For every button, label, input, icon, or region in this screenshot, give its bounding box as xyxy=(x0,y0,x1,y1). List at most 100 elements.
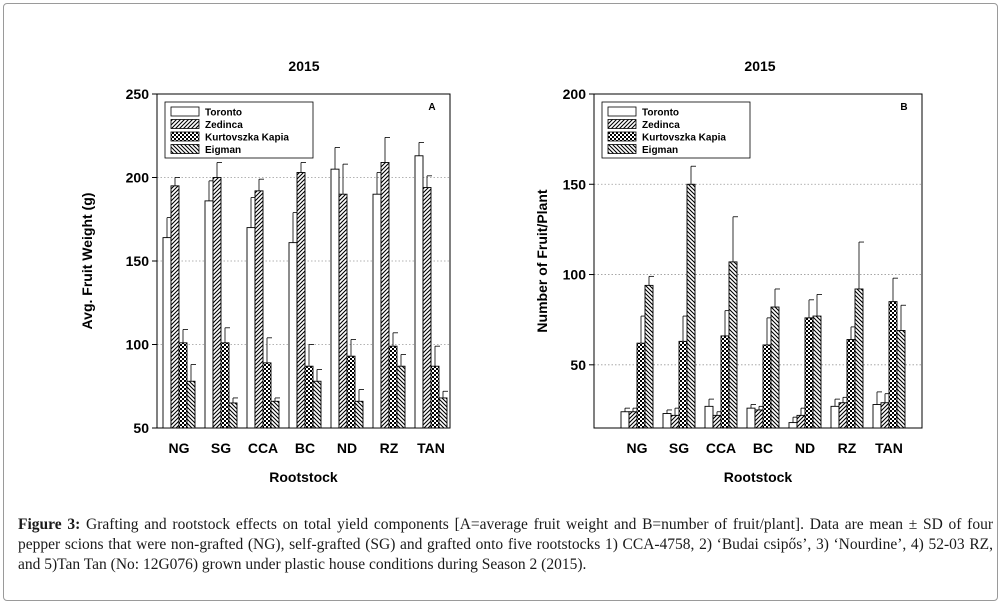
y-tick-label: 250 xyxy=(126,86,150,102)
bar-rz-kurtovszka-kapia xyxy=(388,345,398,429)
y-tick-label: 100 xyxy=(126,337,150,353)
bar-nd-kurtovszka-kapia xyxy=(804,317,814,429)
legend-swatch-eigman xyxy=(607,144,637,154)
y-tick-label: 50 xyxy=(133,420,149,436)
legend-label: Eigman xyxy=(642,145,678,156)
bar-cca-kurtovszka-kapia xyxy=(720,335,730,429)
bar-rz-toronto xyxy=(372,193,382,429)
bar-bc-kurtovszka-kapia xyxy=(762,344,772,429)
x-tick-label-sg: SG xyxy=(669,440,689,456)
x-tick-label-tan: TAN xyxy=(875,440,903,456)
x-tick-label-nd: ND xyxy=(337,440,357,456)
bar-tan-kurtovszka-kapia xyxy=(888,301,898,429)
bar-sg-zedinca xyxy=(670,414,680,429)
legend-swatch-zedinca xyxy=(607,119,637,129)
y-tick-label: 100 xyxy=(563,267,587,283)
caption-text: Grafting and rootstock effects on total … xyxy=(18,516,993,573)
bar-cca-zedinca xyxy=(254,190,264,429)
bar-nd-toronto xyxy=(788,422,798,429)
bar-cca-eigman xyxy=(270,400,280,429)
bar-cca-eigman xyxy=(728,261,738,429)
bar-nd-zedinca xyxy=(796,414,806,429)
bar-nd-eigman xyxy=(812,315,822,429)
bar-tan-kurtovszka-kapia xyxy=(430,365,440,429)
legend-label: Toronto xyxy=(642,108,679,119)
bar-ng-eigman xyxy=(186,380,196,429)
y-axis-label: Number of Fruit/Plant xyxy=(534,189,550,332)
legend-swatch-toronto xyxy=(170,106,200,117)
legend-swatch-toronto xyxy=(607,106,637,117)
panel-b-chart: 2015 50 100 150 200 Number of Fruit/Plant Root… xyxy=(534,58,923,485)
figure-charts: 2015 50 100 150 200 250 Avg. Fruit Weight (g) R… xyxy=(79,58,923,485)
bar-tan-eigman xyxy=(438,397,448,429)
legend-label: Zedinca xyxy=(205,120,243,131)
x-tick-label-ng: NG xyxy=(169,440,190,456)
y-axis-label: Avg. Fruit Weight (g) xyxy=(79,193,95,330)
bar-ng-zedinca xyxy=(628,411,638,429)
bar-rz-toronto xyxy=(830,405,840,429)
x-tick-label-rz: RZ xyxy=(838,440,857,456)
bar-cca-toronto xyxy=(246,227,256,429)
y-tick-label: 200 xyxy=(126,170,150,186)
bar-ng-kurtovszka-kapia xyxy=(178,342,188,429)
bar-bc-toronto xyxy=(288,242,298,429)
legend-swatch-eigman xyxy=(170,144,200,154)
bar-bc-kurtovszka-kapia xyxy=(304,365,314,429)
bar-cca-toronto xyxy=(704,405,714,429)
panel-label: B xyxy=(900,102,907,113)
bar-rz-kurtovszka-kapia xyxy=(846,339,856,429)
x-tick-label-sg: SG xyxy=(211,440,231,456)
bar-nd-zedinca xyxy=(338,193,348,429)
x-tick-label-nd: ND xyxy=(795,440,815,456)
bar-sg-zedinca xyxy=(212,177,222,429)
x-tick-label-bc: BC xyxy=(753,440,773,456)
bar-sg-kurtovszka-kapia xyxy=(220,342,230,429)
bar-rz-zedinca xyxy=(380,162,390,429)
bar-ng-zedinca xyxy=(170,185,180,429)
x-tick-label-ng: NG xyxy=(627,440,648,456)
bar-ng-toronto xyxy=(620,411,630,429)
bar-nd-toronto xyxy=(330,168,340,429)
bar-rz-eigman xyxy=(854,288,864,429)
bar-tan-zedinca xyxy=(880,402,890,429)
y-tick-label: 150 xyxy=(126,253,150,269)
bar-bc-eigman xyxy=(770,306,780,429)
bar-rz-zedinca xyxy=(838,402,848,429)
x-tick-label-tan: TAN xyxy=(417,440,445,456)
x-tick-label-bc: BC xyxy=(295,440,315,456)
bar-sg-kurtovszka-kapia xyxy=(678,340,688,429)
legend-swatch-kurtovszka-kapia xyxy=(607,131,637,142)
x-axis-label: Rootstock xyxy=(724,469,793,485)
chart-title: 2015 xyxy=(744,58,775,74)
panel-label: A xyxy=(428,102,435,113)
chart-title: 2015 xyxy=(288,58,319,74)
bar-cca-zedinca xyxy=(712,414,722,429)
bar-bc-eigman xyxy=(312,380,322,429)
bar-nd-eigman xyxy=(354,400,364,429)
bar-tan-zedinca xyxy=(422,187,432,429)
bar-bc-zedinca xyxy=(754,409,764,429)
bar-bc-zedinca xyxy=(296,172,306,429)
legend-label: Toronto xyxy=(205,108,242,119)
legend-label: Eigman xyxy=(205,145,241,156)
legend-swatch-zedinca xyxy=(170,119,200,129)
y-tick-label: 150 xyxy=(563,176,587,192)
bar-bc-toronto xyxy=(746,407,756,429)
bar-nd-kurtovszka-kapia xyxy=(346,355,356,429)
bar-tan-eigman xyxy=(896,330,906,429)
y-tick-label: 200 xyxy=(563,86,587,102)
panel-a-chart: 2015 50 100 150 200 250 Avg. Fruit Weight (g) R… xyxy=(79,58,451,485)
bar-sg-toronto xyxy=(662,413,672,429)
x-tick-label-cca: CCA xyxy=(248,440,278,456)
bar-sg-eigman xyxy=(228,402,238,429)
bar-tan-toronto xyxy=(414,155,424,429)
legend-label: Zedinca xyxy=(642,120,680,131)
legend-label: Kurtovszka Kapia xyxy=(642,133,726,144)
bar-rz-eigman xyxy=(396,365,406,429)
x-axis-label: Rootstock xyxy=(269,469,338,485)
bar-ng-eigman xyxy=(644,284,654,429)
x-tick-label-cca: CCA xyxy=(706,440,736,456)
bar-tan-toronto xyxy=(872,404,882,429)
